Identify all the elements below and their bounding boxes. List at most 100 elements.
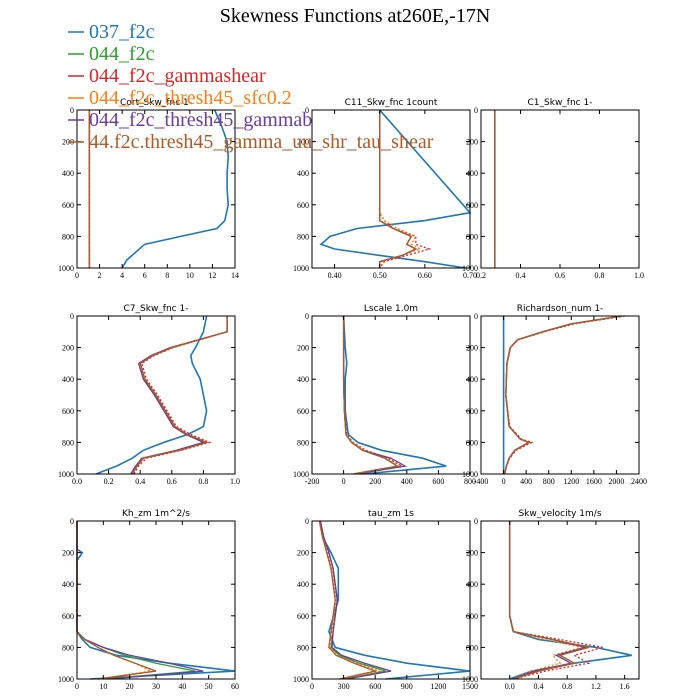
x-tick-label: 800 — [464, 477, 476, 486]
x-tick-label: 0.6 — [555, 271, 565, 280]
x-tick-label: 0 — [75, 271, 79, 280]
y-tick-label: 1000 — [293, 470, 309, 479]
series-line-6 — [318, 520, 378, 680]
x-tick-label: 4 — [120, 271, 124, 280]
x-tick-label: 900 — [401, 682, 413, 691]
panel-6: Richardson_num 1--400 0 400 800 1200 1600 2000… — [462, 304, 647, 486]
panel-title: C1_Skw_fnc 1- — [528, 98, 593, 108]
series-line-6 — [379, 110, 418, 268]
y-tick-label: 400 — [297, 375, 309, 384]
panels: Cort_Skw_fnc 1-0 2 4 6 8 10 12 1402004006008001… — [58, 98, 647, 691]
y-tick-label: 1000 — [58, 264, 74, 273]
y-tick-label: 400 — [466, 169, 478, 178]
y-tick-label: 800 — [466, 438, 478, 447]
x-tick-label: 1.2 — [591, 682, 601, 691]
panel-title: Skw_velocity 1m/s — [518, 509, 601, 519]
panel-title: Richardson_num 1- — [517, 304, 604, 314]
series-line-3 — [504, 315, 625, 475]
x-tick-label: 0.0 — [505, 682, 515, 691]
legend-label: 44.f2c.thresh45_gamma_uu_shr_tau_shear — [89, 131, 434, 153]
panel-title: Lscale 1.0m — [364, 304, 418, 314]
plot-frame — [480, 520, 640, 680]
y-tick-label: 600 — [297, 201, 309, 210]
x-tick-label: 0 — [342, 477, 346, 486]
x-tick-label: 2 — [98, 271, 102, 280]
x-tick-label: 0.8 — [198, 477, 208, 486]
series-line-5 — [319, 520, 392, 680]
x-tick-label: 600 — [432, 477, 444, 486]
series-line-4 — [319, 520, 382, 680]
x-tick-label: 0.70 — [463, 271, 477, 280]
series-line-4 — [509, 521, 582, 680]
series-line-1 — [319, 109, 472, 269]
panel-2: C11_Skw_fnc 1count 0.40 0.50 0.60 0.70 0 200 40… — [293, 98, 477, 280]
x-tick-label: 14 — [231, 271, 239, 280]
x-tick-label: 2000 — [608, 477, 624, 486]
panel-title: tau_zm 1s — [368, 509, 414, 519]
y-tick-label: 0 — [474, 517, 478, 526]
x-tick-label: 6 — [143, 271, 147, 280]
y-tick-label: 600 — [297, 407, 309, 416]
y-tick-label: 800 — [62, 232, 74, 241]
y-tick-label: 1000 — [58, 675, 74, 684]
panel-9: Skw_velocity 1m/s 0.0 0.4 0.8 1.2 1.6 0 200 400 6… — [462, 509, 640, 691]
x-tick-label: 0 — [310, 682, 314, 691]
y-tick-label: 600 — [466, 612, 478, 621]
plot-frame — [311, 315, 471, 475]
y-tick-label: 600 — [466, 201, 478, 210]
legend-label: 037_f2c — [89, 21, 155, 43]
x-tick-label: 1.0 — [634, 271, 644, 280]
x-tick-label: 400 — [401, 477, 413, 486]
y-tick-label: 400 — [62, 375, 74, 384]
x-tick-label: 1200 — [563, 477, 579, 486]
y-tick-label: 600 — [62, 201, 74, 210]
y-tick-label: 0 — [70, 517, 74, 526]
x-tick-label: 0.50 — [373, 271, 387, 280]
y-tick-label: 800 — [62, 643, 74, 652]
panel-4: C7_Skw_fnc 1- 0.0 0.2 0.4 0.6 0.8 1.0 0 200 400 60… — [58, 304, 240, 486]
panel-title: C11_Skw_fnc 1count — [345, 98, 438, 108]
plot-frame — [311, 109, 471, 269]
y-tick-label: 1000 — [462, 264, 478, 273]
x-tick-label: 0.8 — [595, 271, 605, 280]
y-tick-label: 1000 — [293, 264, 309, 273]
x-tick-label: 200 — [369, 477, 381, 486]
x-tick-label: 0.2 — [104, 477, 114, 486]
y-tick-label: 200 — [62, 549, 74, 558]
series-line-2 — [76, 521, 196, 680]
series-line-6 — [131, 316, 228, 475]
legend-label: 044_f2c — [89, 43, 155, 65]
series-line-6 — [504, 315, 623, 475]
legend: 037_f2c044_f2c044_f2c_gammashear044_f2c_… — [68, 21, 434, 153]
series-line-1 — [121, 109, 230, 269]
y-tick-label: 0 — [305, 312, 309, 321]
series-line-6 — [509, 521, 589, 680]
y-tick-label: 400 — [297, 169, 309, 178]
series-line-5 — [76, 521, 204, 680]
series-line-2 — [509, 521, 589, 680]
y-tick-label: 200 — [466, 138, 478, 147]
series-line-1 — [76, 521, 236, 680]
x-tick-label: 600 — [369, 682, 381, 691]
x-tick-label: 300 — [338, 682, 350, 691]
x-tick-label: 0 — [75, 682, 79, 691]
series-line-3 — [379, 110, 432, 269]
panel-title: Cort_Skw_fnc 1- — [120, 98, 192, 108]
x-tick-label: 2400 — [631, 477, 647, 486]
series-line-1 — [95, 315, 208, 475]
plot-frame — [480, 109, 640, 269]
series-line-4 — [504, 315, 623, 475]
y-tick-label: 0 — [305, 106, 309, 115]
series-line-1 — [319, 520, 471, 680]
x-tick-label: 1600 — [586, 477, 602, 486]
y-tick-label: 600 — [297, 612, 309, 621]
series-line-6 — [342, 316, 400, 475]
y-tick-label: 400 — [297, 580, 309, 589]
x-tick-label: 20 — [126, 682, 134, 691]
y-tick-label: 200 — [466, 549, 478, 558]
y-tick-label: 200 — [297, 138, 309, 147]
y-tick-label: 400 — [62, 169, 74, 178]
y-tick-label: 200 — [297, 344, 309, 353]
x-tick-label: 1500 — [462, 682, 478, 691]
x-tick-label: 0.40 — [328, 271, 342, 280]
